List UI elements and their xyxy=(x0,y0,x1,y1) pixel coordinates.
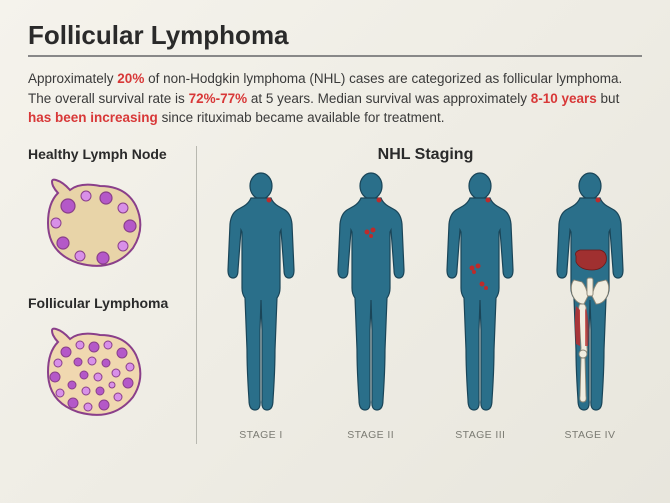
stage-2-figure: STAGE II xyxy=(319,170,423,441)
follicular-node-label: Follicular Lymphoma xyxy=(28,295,196,311)
follicular-node-icon xyxy=(28,317,158,427)
highlight-percent: 20% xyxy=(117,71,144,86)
title-underline xyxy=(28,55,642,57)
staging-title: NHL Staging xyxy=(209,146,642,164)
body-silhouette-icon xyxy=(209,170,313,420)
healthy-node-icon xyxy=(28,168,158,278)
stage-4-label: STAGE IV xyxy=(538,429,642,441)
body-silhouette-icon xyxy=(538,170,642,420)
stage-3-label: STAGE III xyxy=(428,429,532,441)
highlight-years: 8-10 years xyxy=(531,91,597,106)
muscle-icon xyxy=(575,306,580,346)
stage-2-label: STAGE II xyxy=(319,429,423,441)
page-title: Follicular Lymphoma xyxy=(28,20,642,51)
lymph-node-column: Healthy Lymph Node Follicular Lymphoma xyxy=(28,146,196,444)
body-silhouette-icon xyxy=(428,170,532,420)
stage-1-label: STAGE I xyxy=(209,429,313,441)
stage-1-figure: STAGE I xyxy=(209,170,313,441)
description-text: Approximately 20% of non-Hodgkin lymphom… xyxy=(28,69,642,128)
body-silhouette-icon xyxy=(319,170,423,420)
highlight-increasing: has been increasing xyxy=(28,110,158,125)
stage-4-figure: STAGE IV xyxy=(538,170,642,441)
staging-column: NHL Staging STAGE I xyxy=(196,146,642,444)
healthy-node-label: Healthy Lymph Node xyxy=(28,146,196,162)
highlight-survival: 72%-77% xyxy=(189,91,248,106)
stage-3-figure: STAGE III xyxy=(428,170,532,441)
liver-icon xyxy=(575,250,606,270)
